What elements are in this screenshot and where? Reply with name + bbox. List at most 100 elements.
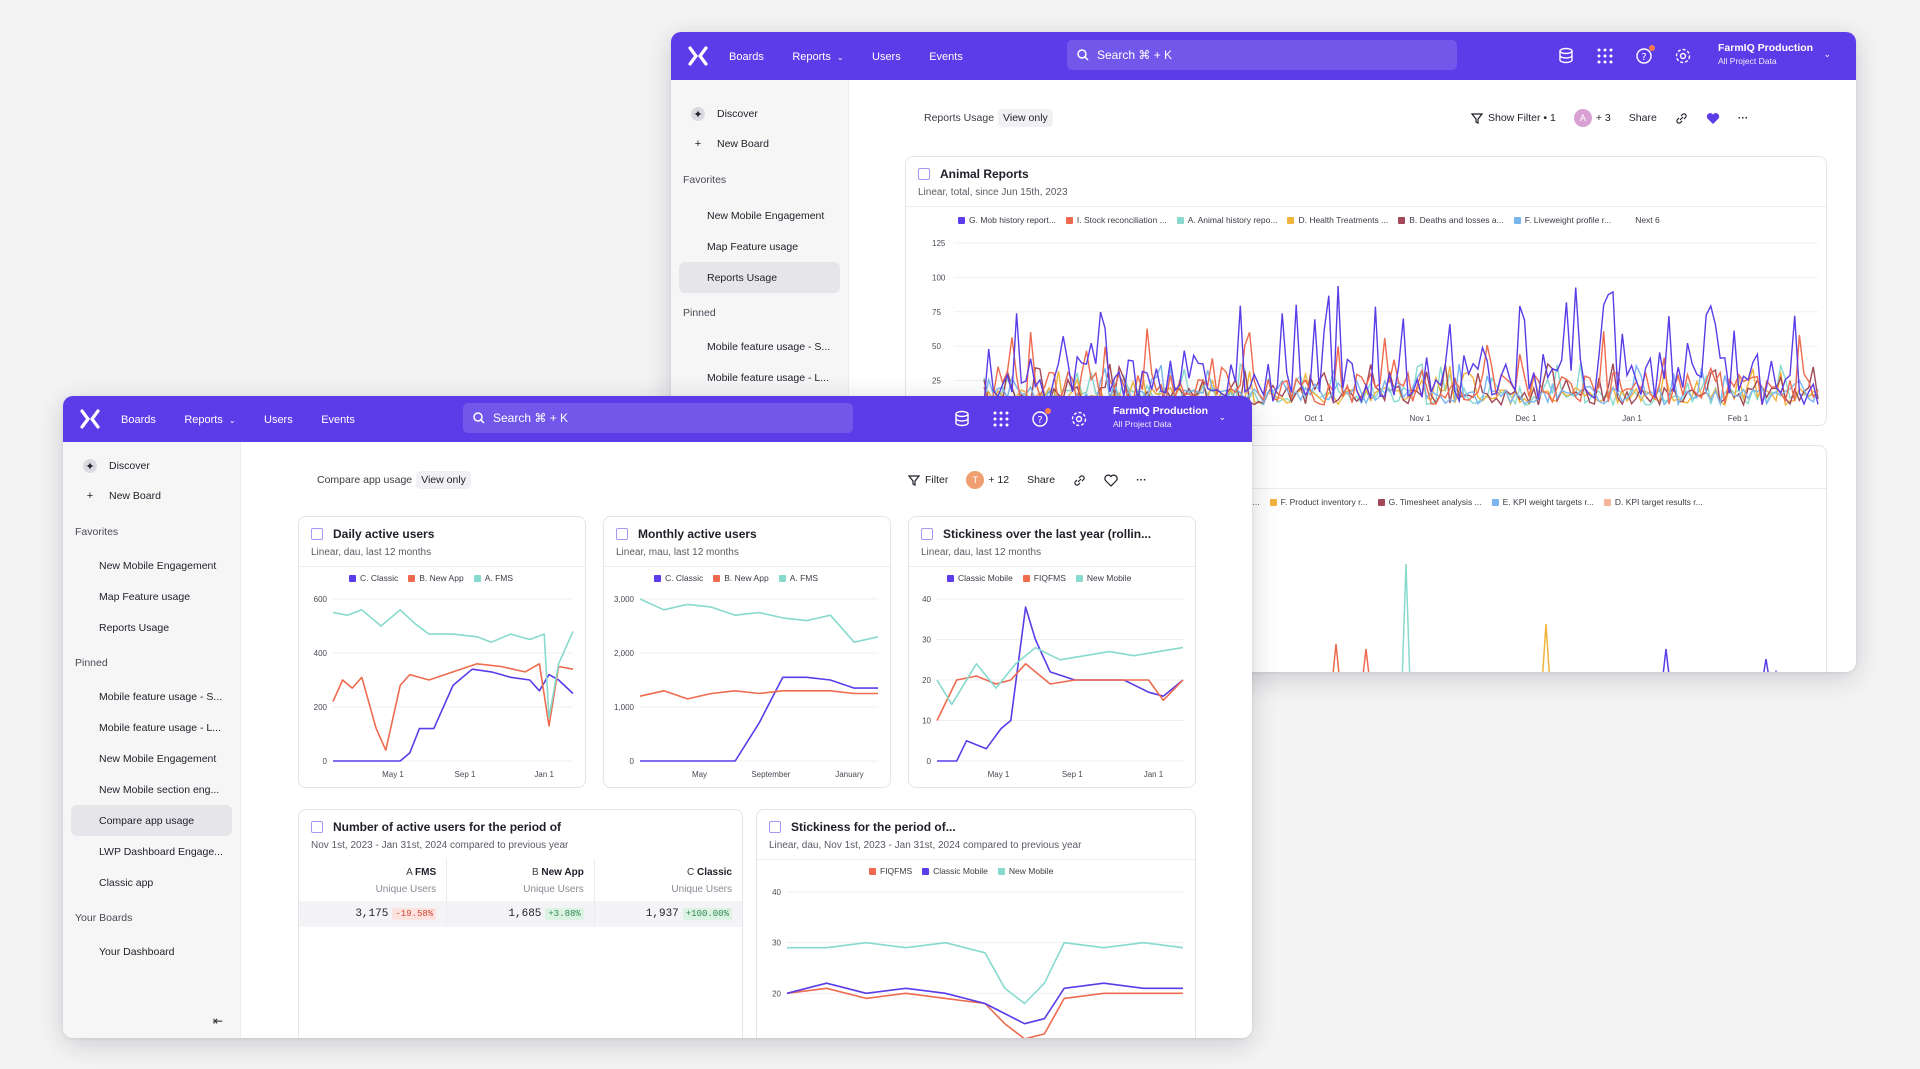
series-spike[interactable] [1332,643,1340,672]
legend-item[interactable]: E. KPI weight targets r... [1491,497,1594,507]
legend-item[interactable]: F. Product inventory r... [1269,497,1368,507]
heart-filled-icon[interactable] [1706,112,1720,125]
series-spike[interactable] [1542,623,1550,672]
sidebar-item[interactable]: Your Dashboard [99,945,175,958]
legend-item[interactable]: Classic Mobile [922,866,988,876]
legend-item[interactable]: New Mobile [997,866,1053,876]
legend-item[interactable]: Classic Mobile [947,573,1013,583]
sidebar-item[interactable]: Mobile feature usage - L... [707,371,829,384]
nav-users[interactable]: Users [264,414,293,426]
filter-button[interactable]: Show Filter • 1 [1471,112,1556,124]
legend-item[interactable]: C. Classic [349,573,398,583]
sidebar-item[interactable]: Map Feature usage [707,240,799,253]
sidebar-item[interactable]: Mobile feature usage - L... [99,721,221,734]
sidebar-item[interactable]: Mobile feature usage - S... [99,690,223,703]
mixpanel-logo-icon[interactable] [687,45,709,67]
sidebar-item[interactable]: Mobile feature usage - S... [707,340,831,353]
series-line[interactable] [786,982,1183,1025]
apps-grid-icon[interactable] [992,410,1010,428]
series-spike[interactable] [1362,648,1370,672]
series-line[interactable] [639,690,878,700]
series-line[interactable] [937,606,1184,762]
nav-events[interactable]: Events [321,414,355,426]
link-icon[interactable] [1073,474,1086,487]
search-input[interactable]: Search ⌘ + K [1067,40,1457,70]
search-input[interactable]: Search ⌘ + K [463,403,853,433]
sidebar-new-board[interactable]: + New Board [83,484,240,508]
sidebar-item[interactable]: Classic app [99,876,154,889]
legend-next-button[interactable]: Next 6 [1635,215,1660,225]
sidebar-new-board[interactable]: + New Board [691,132,848,156]
legend-item[interactable]: B. New App [408,573,464,583]
series-line[interactable] [786,987,1183,1038]
series-spike[interactable] [1662,648,1670,672]
series-line[interactable] [640,676,878,762]
sidebar-discover[interactable]: ✦ Discover [83,454,240,478]
legend-item[interactable]: B. New App [713,573,769,583]
nav-reports[interactable]: Reports ⌄ [184,414,235,426]
sidebar-discover[interactable]: ✦ Discover [691,102,848,126]
sidebar-item[interactable]: Map Feature usage [99,590,191,603]
series-line[interactable] [983,328,1819,406]
filter-button[interactable]: Filter [908,474,948,486]
sidebar-item[interactable]: New Mobile Engagement [707,209,825,222]
legend-item[interactable]: B. Deaths and losses a... [1398,215,1504,225]
legend-item[interactable]: A. Animal history repo... [1176,215,1277,225]
link-icon[interactable] [1675,112,1688,125]
legend-item[interactable]: FIQFMS [1022,573,1066,583]
help-icon[interactable]: ? [1635,45,1655,65]
series-line[interactable] [936,646,1184,706]
legend-item[interactable]: A. FMS [778,573,818,583]
series-line[interactable] [333,668,574,762]
collaborators[interactable]: T + 12 [966,471,1009,489]
more-icon[interactable]: ··· [1737,112,1749,124]
gear-icon[interactable] [1674,47,1692,65]
legend-item[interactable]: I. Stock reconciliation ... [1065,215,1167,225]
database-icon[interactable] [953,410,971,428]
chart-card-daily-active-users[interactable]: Daily active users Linear, dau, last 12 … [298,516,586,788]
sidebar-item-active[interactable]: Reports Usage [679,262,840,293]
kpi-card-active-users[interactable]: Number of active users for the period of… [298,809,743,1038]
share-button[interactable]: Share [1027,474,1056,486]
chart-card-stickiness-period[interactable]: Stickiness for the period of... Linear, … [756,809,1196,1038]
mixpanel-logo-icon[interactable] [79,408,101,430]
series-line[interactable] [983,285,1819,406]
nav-users[interactable]: Users [872,51,901,63]
collapse-sidebar-icon[interactable]: ⇤ [213,1014,224,1028]
gear-icon[interactable] [1070,410,1088,428]
help-icon[interactable]: ? [1031,408,1051,428]
legend-item[interactable]: C. Classic [654,573,703,583]
legend-item[interactable]: New Mobile [1075,573,1131,583]
chart-card-animal-reports[interactable]: Animal Reports Linear, total, since Jun … [905,156,1827,426]
sidebar-item[interactable]: New Mobile section eng... [99,783,220,796]
nav-events[interactable]: Events [929,51,963,63]
database-icon[interactable] [1557,47,1575,65]
chart-card-monthly-active-users[interactable]: Monthly active users Linear, mau, last 1… [603,516,891,788]
series-line[interactable] [639,598,879,644]
sidebar-item[interactable]: LWP Dashboard Engage... [99,845,223,858]
nav-boards[interactable]: Boards [729,51,764,63]
sidebar-item[interactable]: Reports Usage [99,621,170,634]
nav-reports[interactable]: Reports ⌄ [792,51,843,63]
share-button[interactable]: Share [1628,112,1657,124]
legend-item[interactable]: D. KPI target results r... [1603,497,1703,507]
legend-item[interactable]: F. Liveweight profile r... [1513,215,1611,225]
series-line[interactable] [936,663,1184,721]
nav-boards[interactable]: Boards [121,414,156,426]
sidebar-item[interactable]: New Mobile Engagement [99,752,217,765]
legend-item[interactable]: G. Timesheet analysis ... [1377,497,1482,507]
heart-outline-icon[interactable] [1104,474,1118,487]
collaborators[interactable]: A + 3 [1573,109,1611,127]
sidebar-item[interactable]: New Mobile Engagement [99,559,217,572]
more-icon[interactable]: ··· [1136,474,1147,486]
apps-grid-icon[interactable] [1596,47,1614,65]
sidebar-item-active[interactable]: Compare app usage [71,805,232,836]
series-spike[interactable] [1401,563,1411,672]
series-line[interactable] [332,663,574,751]
legend-item[interactable]: A. FMS [473,573,513,583]
project-selector[interactable]: FarmIQ Production All Project Data ⌄ [1113,405,1226,429]
legend-item[interactable]: G. Mob history report... [958,215,1056,225]
chart-card-stickiness[interactable]: Stickiness over the last year (rollin...… [908,516,1196,788]
series-spike[interactable] [1762,658,1770,672]
series-line[interactable] [332,608,574,719]
